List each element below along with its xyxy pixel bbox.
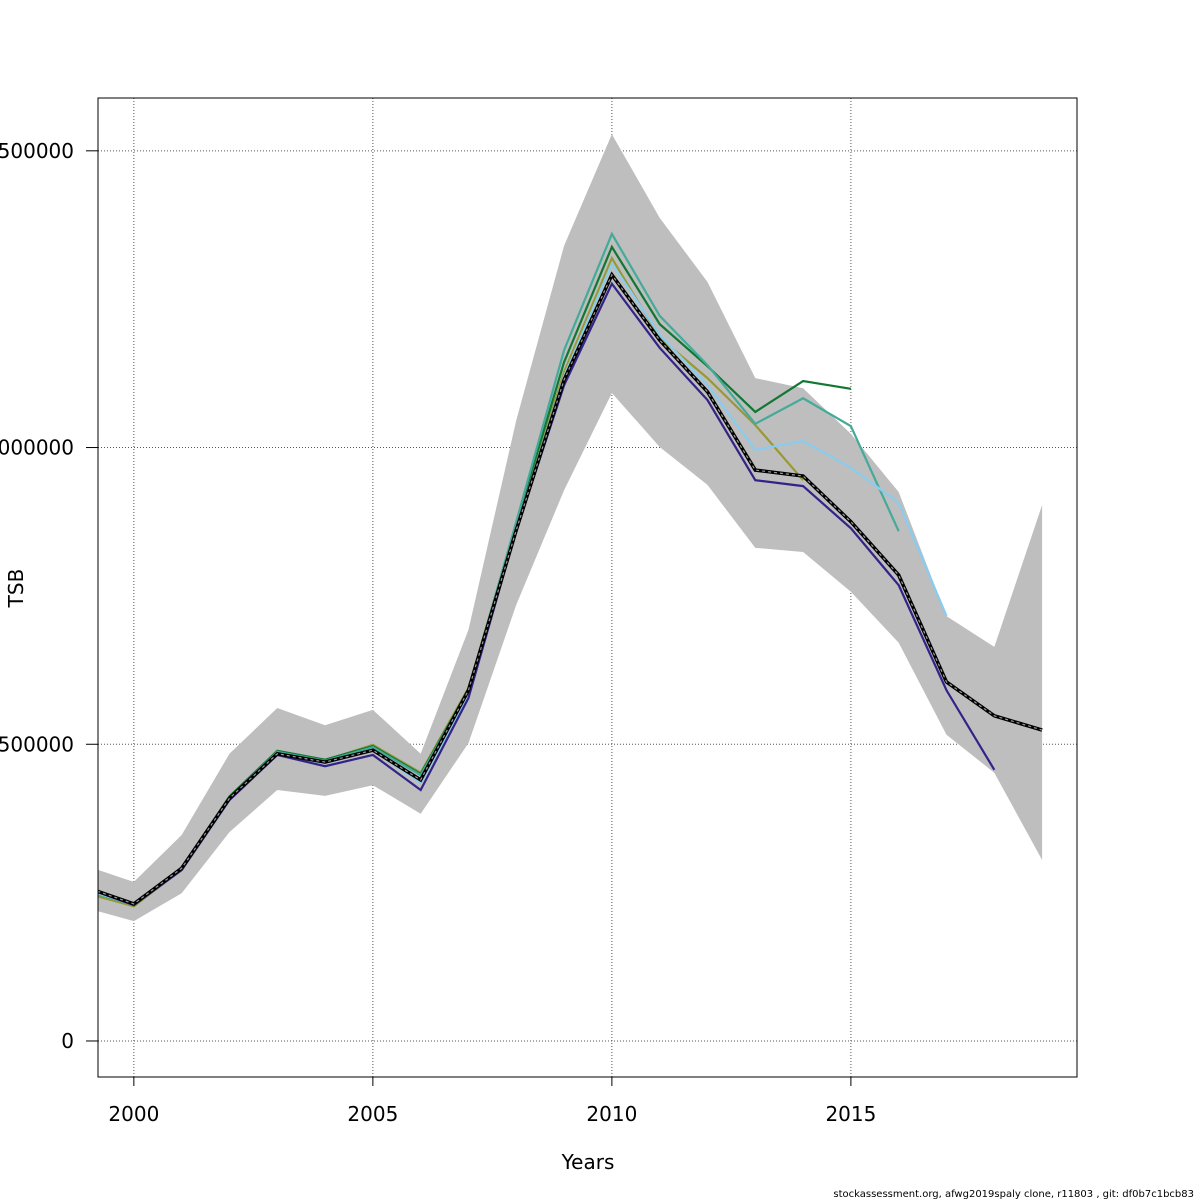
footer-note: stockassessment.org, afwg2019spaly clone… [833,1189,1194,1200]
y-tick-label: 500000 [0,732,74,756]
y-axis: 0 500000 1000000 1500000 [0,139,98,1053]
confidence-band [98,134,1043,922]
x-axis: 2000 2005 2010 2015 [108,1077,876,1126]
y-tick-label: 0 [61,1029,74,1053]
x-tick-label: 2015 [825,1102,876,1126]
x-tick-label: 2010 [586,1102,637,1126]
x-tick-label: 2005 [347,1102,398,1126]
x-tick-label: 2000 [108,1102,159,1126]
y-axis-label: TSB [4,569,28,609]
plot-frame [97,97,1078,1078]
series-line-estimate-dash [98,273,1043,905]
y-tick-label: 1000000 [0,436,74,460]
y-tick-label: 1500000 [0,139,74,163]
plot-area [98,134,1043,922]
x-axis-label: Years [561,1150,615,1174]
